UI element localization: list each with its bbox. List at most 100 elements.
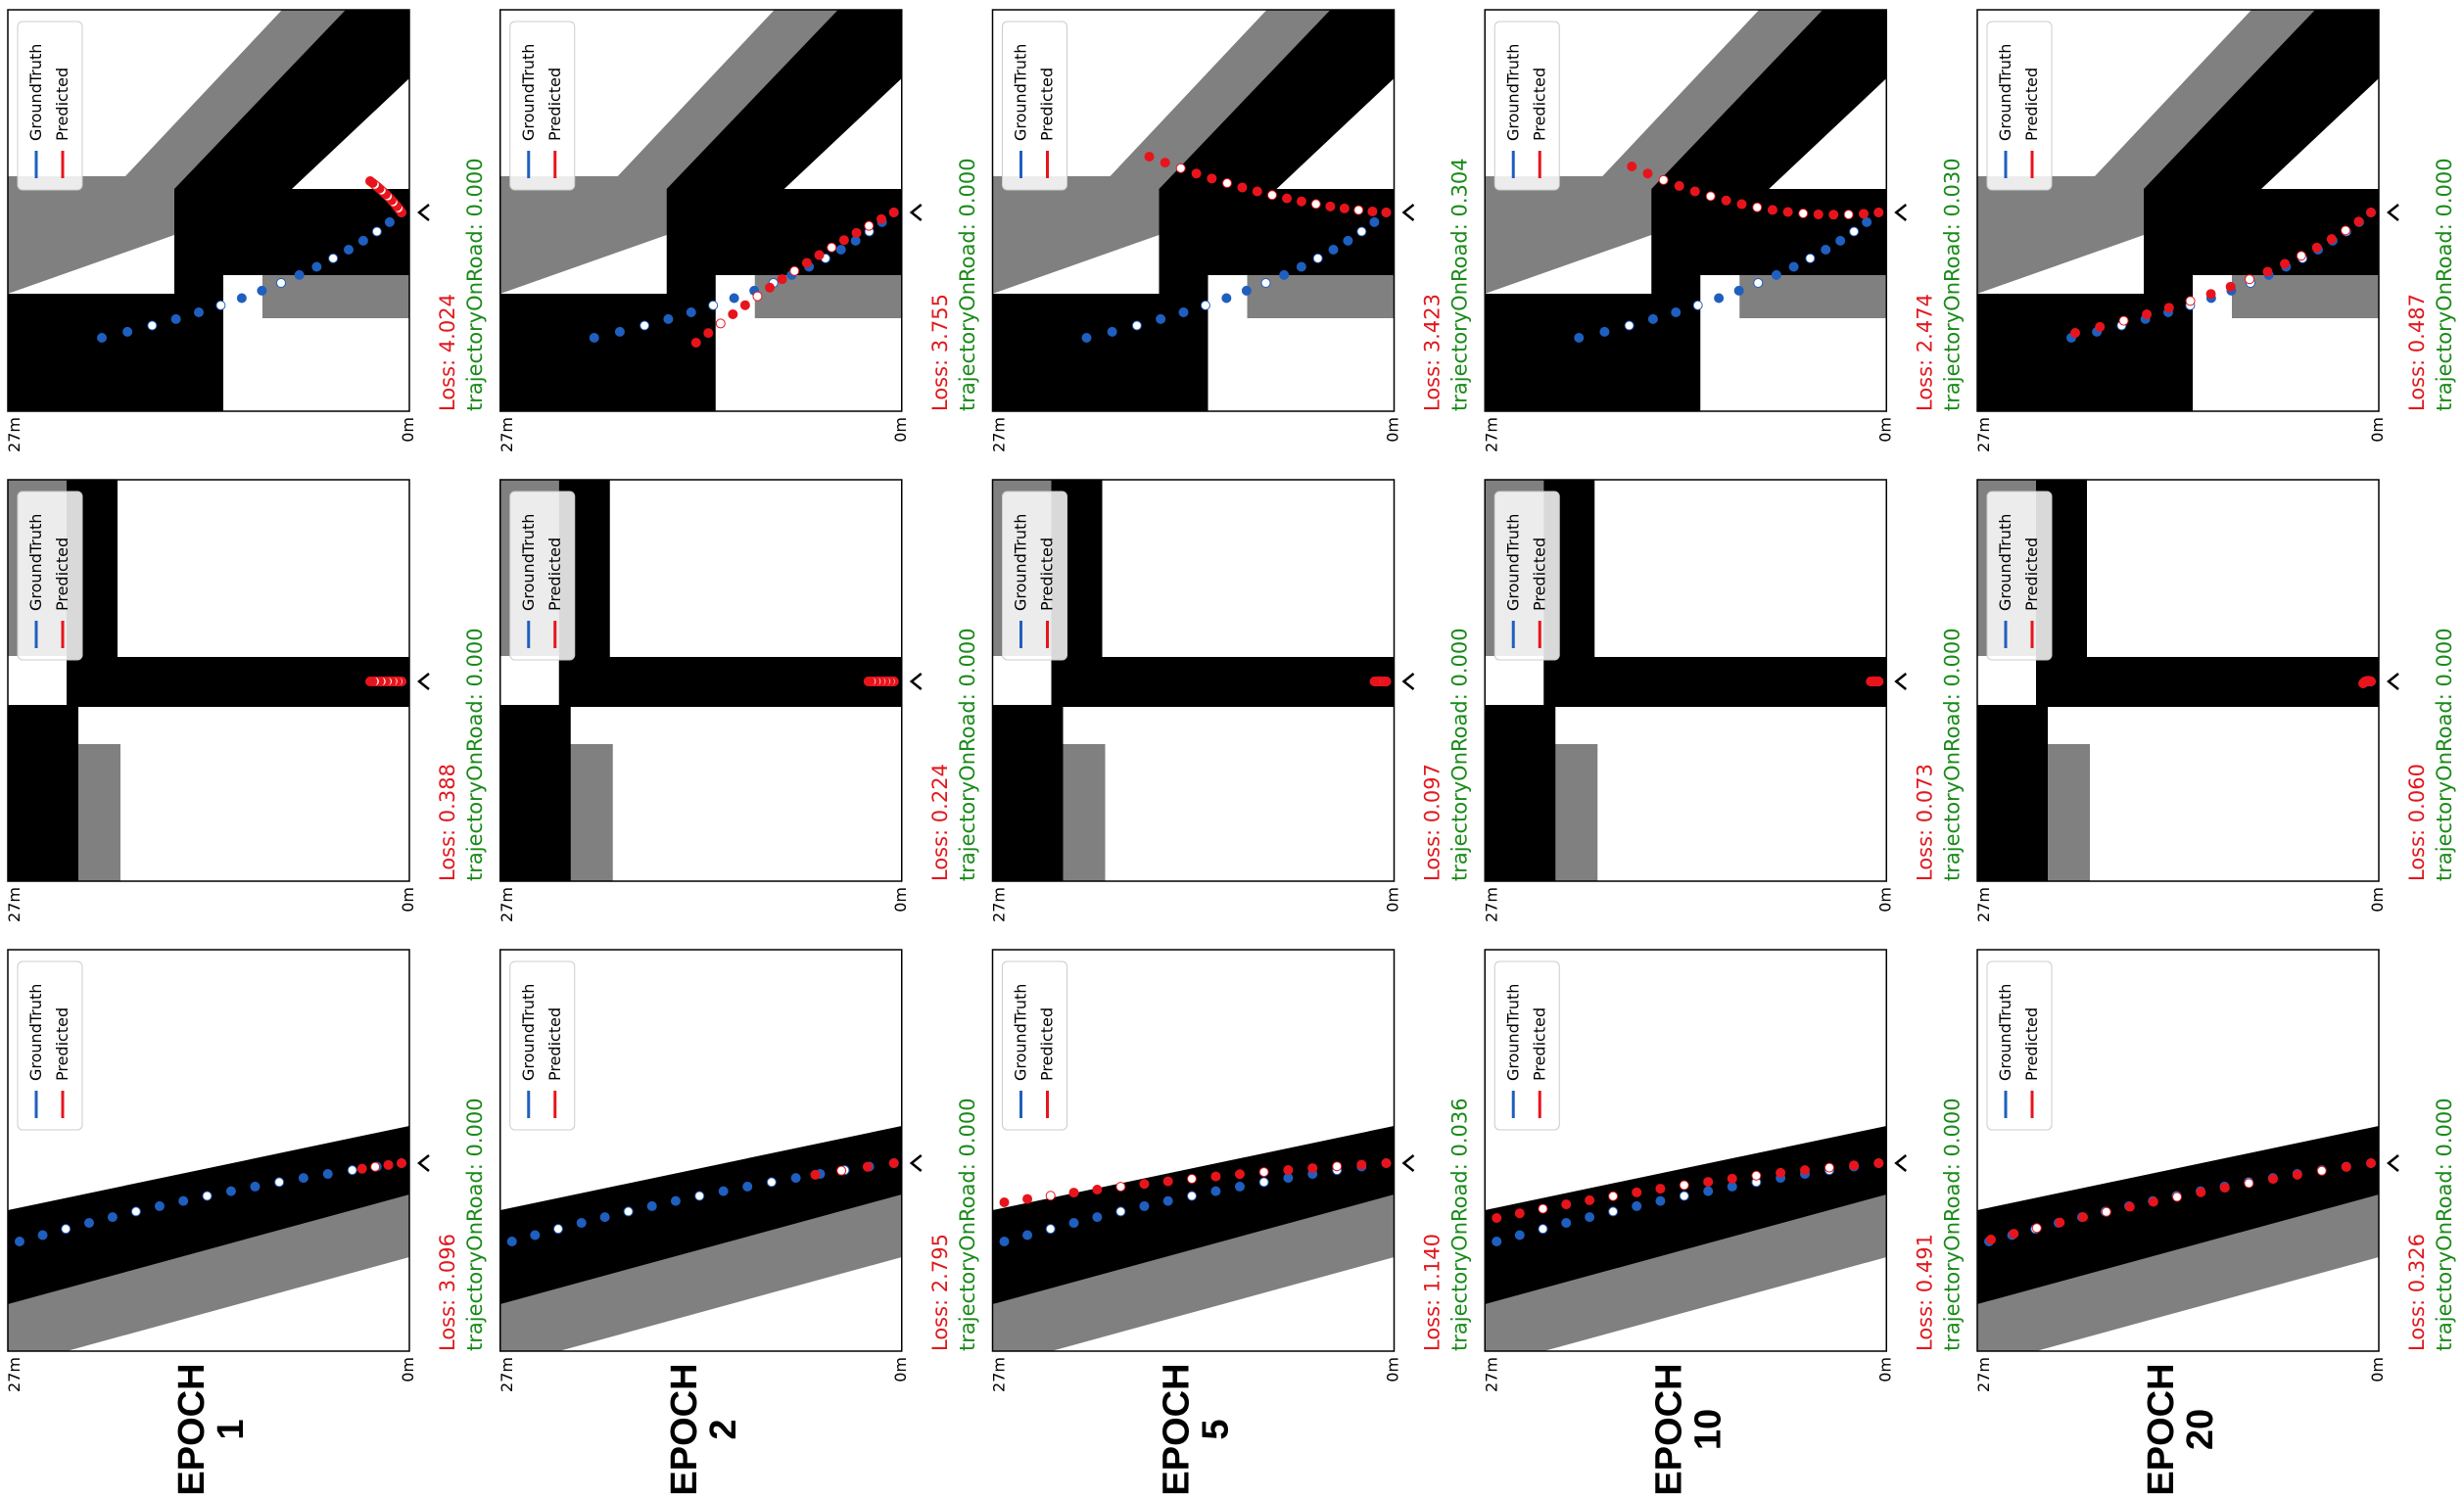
scale-far: 27m: [5, 1357, 24, 1392]
predicted-point: [2366, 1158, 2376, 1168]
legend-box: [1493, 960, 1560, 1131]
ground-truth-point: [130, 1206, 141, 1217]
panel-frame: [7, 479, 410, 882]
predicted-point: [1310, 199, 1321, 210]
predicted-point: [2009, 1229, 2019, 1240]
legend: GroundTruth Predicted: [1493, 491, 1560, 661]
ground-truth-point: [1714, 293, 1725, 304]
legend-label: GroundTruth: [1996, 44, 2014, 141]
ground-truth-point: [1234, 1181, 1245, 1192]
predicted-point: [1642, 168, 1653, 179]
ground-truth-point: [1647, 313, 1658, 324]
predicted-point: [1258, 1167, 1269, 1178]
ground-truth-point: [1599, 326, 1610, 337]
predicted-point: [863, 677, 874, 686]
predicted-point: [2142, 309, 2153, 320]
road-area: [8, 1193, 409, 1351]
road-area: [1977, 1193, 2379, 1351]
predicted-point: [1782, 207, 1793, 217]
predicted-point: [2095, 321, 2106, 332]
ground-truth-point: [328, 253, 339, 263]
predicted-point: [1658, 174, 1669, 185]
ego-marker: [1401, 204, 1415, 221]
road-area: [1485, 1126, 1887, 1304]
predicted-point: [1751, 1170, 1762, 1181]
legend-label: Predicted: [2022, 1007, 2041, 1081]
legend-box: [1986, 960, 2053, 1131]
ground-truth-point: [790, 1173, 801, 1184]
ground-truth-point: [1258, 1177, 1269, 1188]
predicted-point: [1339, 203, 1350, 213]
predicted-point: [1045, 1191, 1056, 1201]
legend-box: [1002, 491, 1067, 661]
ground-truth-point: [766, 1177, 777, 1188]
ego-marker: [1401, 673, 1415, 690]
on-road-label: trajectoryOnRoad: 0.000: [956, 158, 979, 411]
legend-label: Predicted: [2022, 68, 2041, 141]
legend-box: [1986, 21, 2053, 191]
road-area: [992, 1193, 1395, 1351]
predicted-point: [1492, 1213, 1502, 1223]
predicted-point: [1721, 195, 1731, 206]
ground-truth-point: [298, 1173, 308, 1184]
predicted-point: [2245, 274, 2254, 285]
ground-truth-point: [1369, 216, 1380, 227]
predicted-point: [2311, 242, 2322, 253]
predicted-point: [1608, 1191, 1619, 1201]
predicted-point: [810, 1169, 821, 1180]
ground-truth-point: [1356, 226, 1367, 237]
legend: GroundTruth Predicted: [1493, 21, 1560, 191]
scale-near: 0m: [2368, 1357, 2387, 1382]
predicted-point: [1538, 1203, 1548, 1214]
ego-marker: [2386, 204, 2399, 221]
scale-near: 0m: [891, 1357, 910, 1382]
predicted-point: [1332, 1161, 1343, 1172]
ground-truth-point: [1187, 1191, 1197, 1201]
epoch-word: EPOCH: [171, 1363, 213, 1495]
ground-truth-point: [122, 326, 133, 337]
ground-truth-point: [614, 326, 625, 337]
predicted-point: [2124, 1201, 2135, 1212]
ego-marker: [416, 204, 430, 221]
predicted-point: [838, 235, 849, 246]
ground-truth-point: [1200, 300, 1210, 310]
predicted-point: [2185, 296, 2196, 306]
road-area: [992, 10, 1395, 411]
ground-truth-point: [202, 1191, 213, 1201]
on-road-label: trajectoryOnRoad: 0.000: [1940, 1098, 1964, 1351]
ground-truth-point: [670, 1195, 681, 1206]
ego-marker: [1894, 673, 1908, 690]
ego-marker: [1401, 1154, 1415, 1172]
predicted-point: [739, 300, 750, 310]
ground-truth-point: [1312, 253, 1323, 263]
predicted-point: [2163, 303, 2174, 313]
legend: GroundTruth Predicted: [1986, 21, 2053, 191]
loss-label: Loss: 3.755: [928, 294, 952, 411]
legend-label: Predicted: [1038, 68, 1057, 141]
road-area: [8, 10, 409, 411]
panel-frame: [1484, 9, 1887, 412]
predicted-point: [1849, 1160, 1860, 1171]
ground-truth-point: [1703, 1186, 1714, 1196]
ground-truth-point: [170, 313, 181, 324]
predicted-point: [1139, 1179, 1150, 1190]
ground-truth-point: [506, 1237, 517, 1246]
legend-label: Predicted: [53, 1007, 71, 1081]
predicted-point: [1776, 1167, 1786, 1178]
panel: GroundTruth Predicted 27m 0m Loss: 1.140 traj…: [990, 949, 1472, 1392]
ground-truth-point: [999, 1237, 1010, 1246]
panel-frame: [1976, 9, 2380, 412]
ground-truth-point: [371, 226, 382, 237]
panel-frame: [499, 9, 903, 412]
panel-frame: [7, 949, 410, 1352]
legend-label: Predicted: [545, 68, 564, 141]
ground-truth-point: [357, 235, 368, 246]
ground-truth-point: [729, 293, 739, 304]
predicted-point: [1627, 162, 1637, 171]
scale-far: 27m: [498, 417, 516, 452]
ground-truth-point: [708, 300, 719, 310]
on-road-label: trajectoryOnRoad: 0.036: [1448, 1098, 1472, 1351]
predicted-point: [690, 338, 701, 348]
predicted-point: [1237, 182, 1248, 193]
map: [1977, 1126, 2379, 1351]
